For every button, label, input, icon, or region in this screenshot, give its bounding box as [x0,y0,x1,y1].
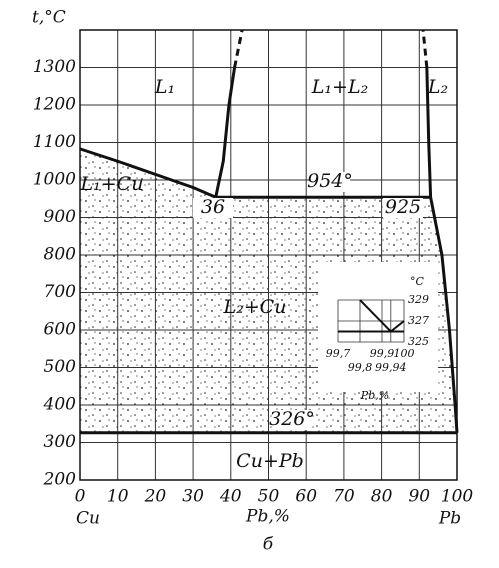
label-bg [310,172,350,192]
y-tick-label: 1100 [33,132,76,152]
y-tick-label: 500 [44,357,77,377]
annotation: L₂+Cu [223,296,287,318]
phase-boundary [233,29,244,68]
inset-y-tick-label: 325 [408,335,429,348]
x-tick-label: 90 [408,487,430,507]
x-tick-label: 100 [441,487,474,507]
label-bg [272,410,312,430]
phase-boundary [421,29,429,68]
x-tick-label: 70 [333,487,355,507]
annotation: 326° [269,408,315,430]
phase-boundary [425,67,433,198]
annotation: L₁+L₂ [311,76,368,98]
inset-x-tick-label: 99,8 [348,361,373,374]
inset-y-label: °C [410,275,425,288]
y-tick-label: 600 [44,320,77,340]
x-tick-label: 50 [258,487,280,507]
y-tick-label: 800 [44,245,77,265]
phase-boundary [429,196,459,433]
inset-x-label: Pb,% [360,389,389,402]
inset-x-tick-label: 100 [394,347,415,360]
annotation: L₂ [427,76,448,98]
annotation: L₁ [154,76,175,98]
annotation: 954° [307,170,353,192]
y-tick-label: 1200 [33,95,76,115]
inset-x-tick-label: 99,7 [326,347,351,360]
annotation: 925 [385,196,421,218]
plot-frame [79,29,458,481]
x-tick-label: 80 [371,487,393,507]
y-tick-label: 200 [43,470,77,490]
x-left-label: Cu [76,509,100,529]
inset-y-tick-label: 327 [408,314,429,327]
label-bg [383,198,423,218]
y-tick-label: 900 [44,207,77,227]
inset-x-tick-label: 99,9 [370,347,395,360]
phase-boundary [214,67,237,198]
x-tick-label: 30 [182,487,204,507]
x-tick-label: 10 [107,487,129,507]
x-axis-label: Pb,% [245,507,290,527]
x-tick-label: 20 [144,487,167,507]
annotation: L₁+Cu [80,173,144,195]
inset-x-tick-label: 99,94 [375,361,407,374]
annotation: Cu+Pb [236,450,304,472]
x-tick-label: 40 [219,487,242,507]
inset-y-tick-label: 329 [408,293,429,306]
y-tick-label: 400 [43,395,77,415]
x-tick-label: 0 [75,487,86,507]
caption: б [263,535,274,555]
annotation: 36 [201,196,225,218]
phase-boundary [79,147,217,199]
y-tick-label: 1300 [33,57,76,77]
label-bg [193,198,233,218]
y-tick-label: 1000 [33,170,76,190]
y-tick-label: 700 [44,282,77,302]
x-tick-label: 60 [295,487,317,507]
y-tick-label: 300 [44,432,77,452]
x-right-label: Pb [438,509,461,529]
y-axis-label: t,°C [32,8,66,28]
